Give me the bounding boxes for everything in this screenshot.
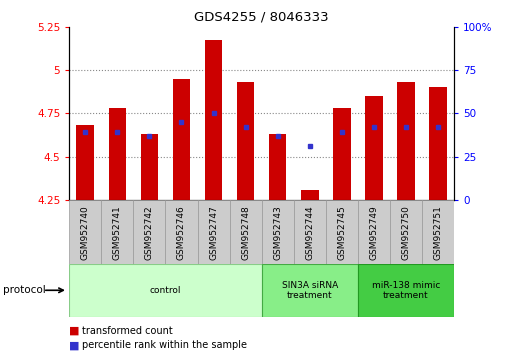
Text: GSM952748: GSM952748: [241, 205, 250, 260]
Bar: [262, 200, 293, 264]
Bar: [173, 79, 190, 200]
Bar: [69, 200, 102, 264]
Bar: [293, 200, 326, 264]
Bar: [205, 40, 222, 200]
Bar: [365, 96, 383, 200]
Bar: [109, 108, 126, 200]
Bar: [422, 200, 454, 264]
Text: ■: ■: [69, 326, 80, 336]
Bar: [133, 200, 165, 264]
Text: GSM952750: GSM952750: [401, 205, 410, 260]
Bar: [262, 264, 358, 317]
Bar: [102, 200, 133, 264]
Text: protocol: protocol: [3, 285, 45, 295]
Text: GDS4255 / 8046333: GDS4255 / 8046333: [194, 11, 329, 24]
Text: SIN3A siRNA
treatment: SIN3A siRNA treatment: [282, 281, 338, 300]
Text: GSM952749: GSM952749: [369, 205, 379, 260]
Bar: [333, 108, 350, 200]
Bar: [237, 82, 254, 200]
Text: GSM952740: GSM952740: [81, 205, 90, 260]
Bar: [198, 200, 229, 264]
Text: GSM952747: GSM952747: [209, 205, 218, 260]
Bar: [76, 125, 94, 200]
Text: GSM952742: GSM952742: [145, 205, 154, 260]
Text: GSM952744: GSM952744: [305, 205, 314, 260]
Bar: [69, 264, 262, 317]
Bar: [229, 200, 262, 264]
Text: control: control: [150, 286, 181, 295]
Text: GSM952741: GSM952741: [113, 205, 122, 260]
Text: GSM952751: GSM952751: [433, 205, 443, 260]
Bar: [326, 200, 358, 264]
Bar: [358, 200, 390, 264]
Bar: [269, 134, 286, 200]
Text: transformed count: transformed count: [82, 326, 173, 336]
Text: GSM952746: GSM952746: [177, 205, 186, 260]
Bar: [358, 264, 454, 317]
Text: ■: ■: [69, 340, 80, 350]
Bar: [165, 200, 198, 264]
Bar: [141, 134, 158, 200]
Text: GSM952743: GSM952743: [273, 205, 282, 260]
Bar: [390, 200, 422, 264]
Bar: [301, 190, 319, 200]
Text: miR-138 mimic
treatment: miR-138 mimic treatment: [372, 281, 440, 300]
Bar: [397, 82, 415, 200]
Bar: [429, 87, 447, 200]
Text: GSM952745: GSM952745: [337, 205, 346, 260]
Text: percentile rank within the sample: percentile rank within the sample: [82, 340, 247, 350]
